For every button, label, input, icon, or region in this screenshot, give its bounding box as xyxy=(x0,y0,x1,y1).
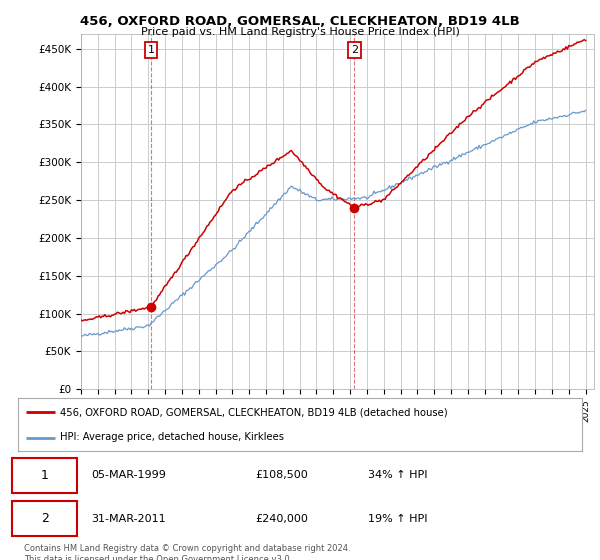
Text: 2: 2 xyxy=(351,45,358,55)
Text: £240,000: £240,000 xyxy=(255,514,308,524)
Text: HPI: Average price, detached house, Kirklees: HPI: Average price, detached house, Kirk… xyxy=(60,432,284,442)
Text: 34% ↑ HPI: 34% ↑ HPI xyxy=(368,470,427,480)
Text: 2: 2 xyxy=(41,512,49,525)
Text: Price paid vs. HM Land Registry's House Price Index (HPI): Price paid vs. HM Land Registry's House … xyxy=(140,27,460,37)
Text: 05-MAR-1999: 05-MAR-1999 xyxy=(91,470,166,480)
Text: 31-MAR-2011: 31-MAR-2011 xyxy=(91,514,166,524)
FancyBboxPatch shape xyxy=(13,458,77,493)
Text: £108,500: £108,500 xyxy=(255,470,308,480)
Text: 1: 1 xyxy=(41,469,49,482)
Text: 19% ↑ HPI: 19% ↑ HPI xyxy=(368,514,427,524)
Text: 456, OXFORD ROAD, GOMERSAL, CLECKHEATON, BD19 4LB (detached house): 456, OXFORD ROAD, GOMERSAL, CLECKHEATON,… xyxy=(60,408,448,418)
Text: 456, OXFORD ROAD, GOMERSAL, CLECKHEATON, BD19 4LB: 456, OXFORD ROAD, GOMERSAL, CLECKHEATON,… xyxy=(80,15,520,27)
FancyBboxPatch shape xyxy=(13,501,77,536)
Text: Contains HM Land Registry data © Crown copyright and database right 2024.
This d: Contains HM Land Registry data © Crown c… xyxy=(24,544,350,560)
Text: 1: 1 xyxy=(148,45,155,55)
